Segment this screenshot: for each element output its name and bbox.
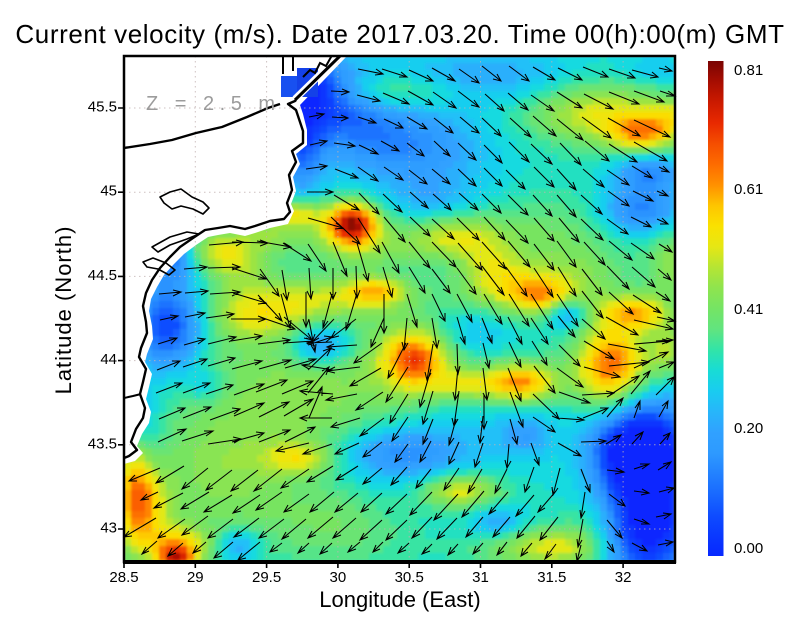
svg-text:44: 44 bbox=[100, 351, 117, 368]
svg-text:45: 45 bbox=[100, 183, 117, 200]
svg-text:29: 29 bbox=[187, 569, 204, 586]
svg-text:45.5: 45.5 bbox=[88, 99, 117, 116]
svg-text:0.41: 0.41 bbox=[734, 301, 763, 318]
svg-text:44.5: 44.5 bbox=[88, 267, 117, 284]
svg-text:Latitude (North): Latitude (North) bbox=[51, 226, 76, 395]
svg-text:0.20: 0.20 bbox=[734, 420, 763, 437]
svg-text:28.5: 28.5 bbox=[109, 569, 138, 586]
svg-text:0.00: 0.00 bbox=[734, 540, 763, 557]
svg-text:0.61: 0.61 bbox=[734, 181, 763, 198]
svg-text:29.5: 29.5 bbox=[252, 569, 281, 586]
svg-text:Longitude (East): Longitude (East) bbox=[319, 587, 480, 612]
svg-text:31.5: 31.5 bbox=[537, 569, 566, 586]
svg-text:0.81: 0.81 bbox=[734, 62, 763, 79]
svg-text:Z = 2.5 m: Z = 2.5 m bbox=[146, 93, 281, 115]
svg-text:43: 43 bbox=[100, 520, 117, 537]
svg-text:32: 32 bbox=[615, 569, 632, 586]
svg-text:30: 30 bbox=[330, 569, 347, 586]
svg-text:31: 31 bbox=[472, 569, 489, 586]
svg-text:43.5: 43.5 bbox=[88, 435, 117, 452]
svg-text:Current velocity (m/s). Date 2: Current velocity (m/s). Date 2017.03.20.… bbox=[15, 19, 784, 49]
svg-text:30.5: 30.5 bbox=[395, 569, 424, 586]
